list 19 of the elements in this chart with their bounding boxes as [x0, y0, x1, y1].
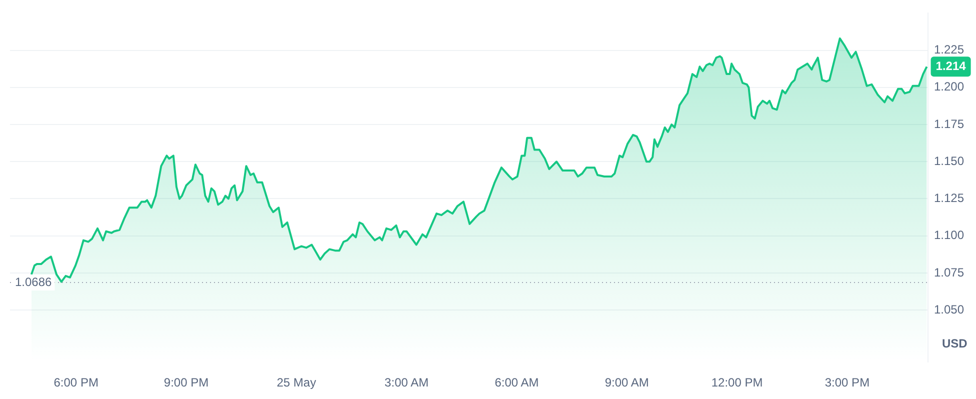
x-tick-label: 9:00 PM	[164, 376, 209, 390]
annotation: 1.214	[936, 58, 966, 73]
y-tick-label: 1.150	[934, 154, 964, 168]
x-tick-label: 6:00 PM	[54, 376, 98, 390]
x-tick-label: 3:00 PM	[824, 376, 870, 390]
x-tick-label: 3:00 AM	[384, 376, 429, 390]
y-tick-label: 1.075	[934, 265, 964, 280]
y-tick-label: 1.175	[934, 116, 964, 131]
y-tick-label: 1.050	[934, 302, 964, 316]
x-tick-label: 9:00 AM	[604, 376, 649, 390]
y-axis-title: USD	[942, 336, 968, 350]
x-tick-label: 12:00 PM	[711, 376, 763, 390]
x-tick-label: 6:00 AM	[494, 376, 539, 390]
y-tick-label: 1.100	[934, 228, 964, 242]
y-tick-label: 1.200	[934, 80, 964, 94]
y-tick-label: 1.125	[934, 191, 964, 206]
ref-line-label: 1.0686	[15, 274, 52, 289]
x-tick-label: 25 May	[276, 376, 316, 390]
y-tick-label: 1.225	[934, 42, 964, 57]
